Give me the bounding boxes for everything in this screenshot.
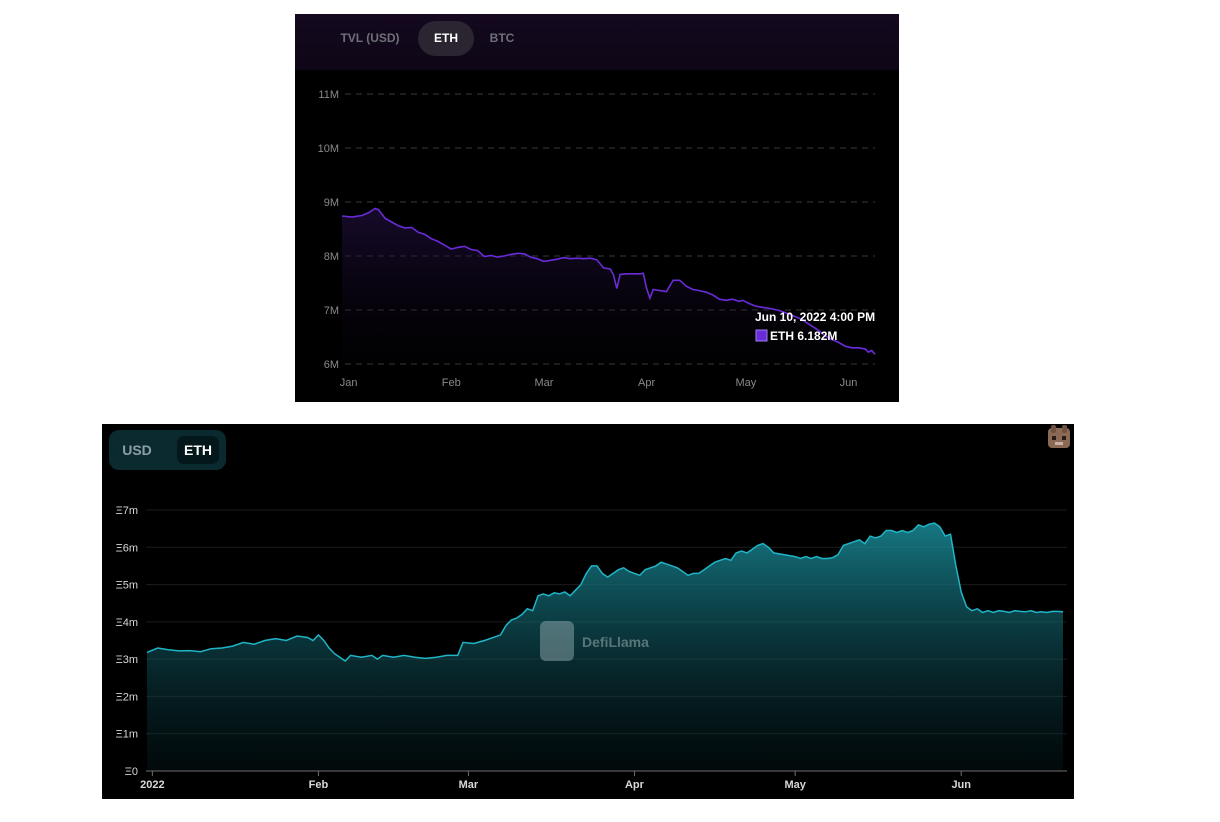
y-tick-label: Ξ6m	[116, 542, 138, 554]
y-axis-ticks: 11M 10M 9M 8M 7M 6M	[318, 89, 339, 371]
y-tick-label: Ξ7m	[116, 505, 138, 517]
x-tick-label: 2022	[140, 779, 164, 791]
series-area-eth	[342, 208, 875, 364]
y-tick-label: 9M	[324, 197, 339, 209]
x-axis-ticks: Jan Feb Mar Apr May Jun	[340, 377, 858, 389]
eth-area-chart-panel: Ξ7m Ξ6m Ξ5m Ξ4m Ξ3m Ξ2m Ξ1m Ξ0 2022 Feb Mar Apr May…	[102, 424, 1074, 799]
tab-usd[interactable]: USD	[122, 442, 152, 458]
x-tick-label: May	[735, 377, 756, 389]
tooltip-swatch	[755, 329, 768, 342]
tvl-line-chart[interactable]: 11M 10M 9M 8M 7M 6M Jan Feb Mar Apr May Jun Jun 10…	[295, 14, 899, 402]
y-tick-label: Ξ4m	[116, 617, 138, 629]
x-tick-label: Jan	[340, 377, 358, 389]
currency-toggle: USD ETH	[109, 430, 226, 470]
series-line-eth	[341, 207, 876, 355]
x-tick-label: Feb	[442, 377, 461, 389]
y-tick-label: 6M	[324, 359, 339, 371]
y-tick-label: Ξ1m	[116, 729, 138, 741]
y-tick-label: 7M	[324, 305, 339, 317]
tab-eth[interactable]: ETH	[177, 436, 219, 464]
y-tick-label: 10M	[318, 143, 339, 155]
y-tick-label: Ξ5m	[116, 580, 138, 592]
tab-btc[interactable]: BTC	[489, 31, 515, 45]
x-tick-label: Jun	[840, 377, 858, 389]
x-axis-ticks: 2022 Feb Mar Apr May Jun	[140, 771, 971, 791]
x-tick-label: Apr	[638, 377, 655, 389]
y-tick-label: Ξ2m	[116, 691, 138, 703]
chart-tooltip: Jun 10, 2022 4:00 PM ETH 6.182M	[755, 310, 875, 343]
defillama-watermark: DefiLlama	[540, 621, 649, 661]
y-tick-label: Ξ3m	[116, 654, 138, 666]
x-tick-label: Apr	[625, 779, 645, 791]
x-tick-label: Mar	[459, 779, 479, 791]
eth-tvl-chart-panel: TVL (USD) ETH BTC 11M 10M 9M 8M 7M 6M Jan Feb M…	[295, 14, 899, 402]
x-tick-label: Mar	[534, 377, 553, 389]
y-tick-label: Ξ0	[125, 766, 138, 778]
tvl-area-chart[interactable]: Ξ7m Ξ6m Ξ5m Ξ4m Ξ3m Ξ2m Ξ1m Ξ0 2022 Feb Mar Apr May…	[102, 424, 1074, 799]
x-tick-label: Jun	[951, 779, 971, 791]
series-area-eth	[147, 523, 1063, 771]
tooltip-value: ETH 6.182M	[770, 329, 837, 343]
y-tick-label: 11M	[318, 89, 339, 101]
watermark-text: DefiLlama	[582, 634, 649, 650]
llama-avatar-icon[interactable]	[1046, 424, 1072, 450]
y-tick-label: 8M	[324, 251, 339, 263]
x-tick-label: May	[784, 779, 806, 791]
tab-tvl-usd[interactable]: TVL (USD)	[340, 31, 400, 45]
chart-tab-bar: TVL (USD) ETH BTC	[295, 14, 899, 70]
y-axis-ticks: Ξ7m Ξ6m Ξ5m Ξ4m Ξ3m Ξ2m Ξ1m Ξ0	[116, 505, 138, 778]
x-tick-label: Feb	[309, 779, 329, 791]
tab-eth[interactable]: ETH	[418, 21, 474, 56]
llama-watermark-icon	[540, 621, 574, 661]
tooltip-date: Jun 10, 2022 4:00 PM	[755, 310, 875, 324]
series-line-eth	[146, 522, 1064, 662]
